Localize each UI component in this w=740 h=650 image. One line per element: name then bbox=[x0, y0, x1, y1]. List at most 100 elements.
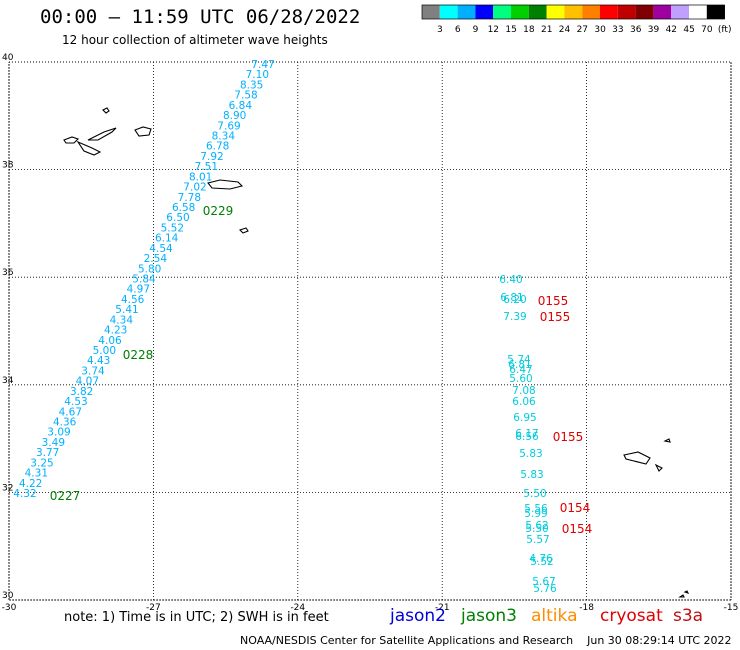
swh-label: 4.06 bbox=[98, 335, 122, 347]
swh-label: 7.51 bbox=[195, 161, 218, 173]
swh-label: 4.36 bbox=[53, 417, 77, 429]
swh-label: 7.92 bbox=[200, 151, 223, 163]
axis-labels: -30 -27 -24 -21 -18 -15 40 38 36 34 32 30 bbox=[2, 53, 739, 613]
colorbar-tick-label: 3 bbox=[437, 25, 443, 35]
island-outline bbox=[683, 590, 690, 594]
swh-label: 5.80 bbox=[138, 263, 161, 275]
colorbar-swatch bbox=[457, 5, 476, 19]
swh-label: 6.50 bbox=[166, 212, 189, 224]
swh-label: 3.09 bbox=[47, 427, 70, 439]
colorbar-tick-label: 21 bbox=[541, 25, 552, 35]
swh-label: 4.76 bbox=[529, 553, 553, 565]
swh-label: 5.50 bbox=[525, 523, 548, 535]
swh-label: 8.35 bbox=[240, 79, 263, 91]
swh-label: 5.00 bbox=[93, 345, 116, 357]
footer-note: note: 1) Time is in UTC; 2) SWH is in fe… bbox=[64, 610, 329, 625]
colorbar-tick-label: 6 bbox=[455, 25, 461, 35]
time-label: 0228 bbox=[123, 348, 154, 362]
time-label: 0227 bbox=[50, 489, 81, 503]
swh-label: 4.34 bbox=[110, 314, 134, 326]
legend-altika: altika bbox=[531, 606, 578, 626]
colorbar-tick-label: 18 bbox=[523, 25, 535, 35]
colorbar-swatch bbox=[671, 5, 689, 19]
swh-label: 5.41 bbox=[115, 304, 138, 316]
swh-label: 4.53 bbox=[64, 396, 87, 408]
colorbar-swatch bbox=[511, 5, 529, 19]
swh-label: 2.54 bbox=[144, 253, 168, 265]
swh-label: 7.58 bbox=[234, 90, 257, 102]
island-outline bbox=[238, 227, 249, 234]
swh-label: 7.10 bbox=[246, 69, 269, 81]
swh-label: 5.52 bbox=[161, 222, 184, 234]
swh-label: 6.56 bbox=[515, 431, 539, 443]
island-outline bbox=[654, 463, 663, 472]
colorbar-swatch bbox=[546, 5, 565, 19]
swh-label: 5.67 bbox=[532, 576, 555, 588]
colorbar-swatch bbox=[528, 5, 547, 19]
legend-s3a: s3a bbox=[673, 606, 704, 626]
swh-label: 7.47 bbox=[251, 59, 274, 71]
colorbar-tick-label: 42 bbox=[666, 25, 677, 35]
colorbar-swatch bbox=[689, 5, 707, 19]
colorbar-tick-label: 39 bbox=[648, 25, 660, 35]
swh-label: 3.82 bbox=[70, 386, 93, 398]
swh-label: 3.74 bbox=[81, 365, 105, 377]
swh-label: 7.78 bbox=[178, 192, 201, 204]
swh-label: 6.17 bbox=[515, 428, 538, 440]
colorbar-tick-label: 36 bbox=[630, 25, 642, 35]
swh-label: 8.34 bbox=[212, 131, 236, 143]
colorbar-swatch bbox=[706, 5, 725, 19]
swh-label: 6.40 bbox=[499, 274, 522, 286]
time-label: 0155 bbox=[553, 430, 584, 444]
swh-label: 6.06 bbox=[512, 396, 536, 408]
island-outline bbox=[623, 451, 651, 465]
swh-label: 4.22 bbox=[19, 478, 42, 490]
legend-cryosat: cryosat bbox=[600, 606, 663, 626]
lat-tick-label: 36 bbox=[2, 268, 14, 278]
legend-jason3: jason3 bbox=[461, 606, 517, 626]
chart-title: 00:00 – 11:59 UTC 06/28/2022 bbox=[40, 6, 361, 28]
colorbar-swatch bbox=[475, 5, 494, 19]
colorbar-swatch bbox=[617, 5, 636, 19]
swh-label: 5.83 bbox=[519, 448, 542, 460]
swh-label: 6.81 bbox=[508, 359, 531, 371]
swh-label: 4.07 bbox=[76, 376, 99, 388]
island-outline bbox=[63, 136, 80, 144]
swh-label: 4.23 bbox=[104, 325, 127, 337]
swh-label: 5.60 bbox=[509, 373, 532, 385]
swh-label: 3.49 bbox=[42, 437, 65, 449]
swh-label: 3.77 bbox=[36, 447, 59, 459]
colorbar-legend: 3 6 9 12 15 18 21 24 27 30 33 36 39 42 45 70 (ft) bbox=[421, 4, 731, 35]
map-grid bbox=[8, 61, 732, 601]
swh-label: 4.54 bbox=[149, 243, 173, 255]
colorbar-swatch bbox=[582, 5, 600, 19]
swh-label: 6.95 bbox=[513, 412, 536, 424]
lat-tick-label: 30 bbox=[2, 591, 14, 601]
swh-label: 5.99 bbox=[524, 508, 547, 520]
wave-height-map: 7.477.108.357.586.848.907.698.346.787.92… bbox=[2, 53, 739, 613]
lat-tick-label: 40 bbox=[2, 53, 14, 63]
colorbar-swatch bbox=[439, 5, 458, 19]
time-label: 0229 bbox=[203, 204, 234, 218]
island-outline bbox=[678, 594, 685, 598]
time-label: 0154 bbox=[562, 522, 593, 536]
swh-label: 7.02 bbox=[183, 182, 206, 194]
swh-label: 5.62 bbox=[525, 520, 548, 532]
island-outline bbox=[76, 140, 102, 156]
swh-label: 5.50 bbox=[523, 488, 546, 500]
island-outline bbox=[663, 438, 671, 443]
island-outline bbox=[102, 107, 110, 114]
colorbar-swatch bbox=[600, 5, 618, 19]
colorbar-tick-label: 30 bbox=[594, 25, 606, 35]
colorbar-tick-label: 45 bbox=[683, 25, 694, 35]
chart-subtitle: 12 hour collection of altimeter wave hei… bbox=[62, 33, 328, 47]
swh-label: 6.78 bbox=[206, 141, 229, 153]
swh-label: 4.67 bbox=[59, 406, 82, 418]
lat-tick-label: 32 bbox=[2, 483, 13, 493]
lon-tick-label: -21 bbox=[435, 603, 450, 613]
swh-label: 4.56 bbox=[121, 294, 145, 306]
swh-label: 3.25 bbox=[30, 457, 53, 469]
swh-label: 5.83 bbox=[520, 469, 543, 481]
swh-label: 6.20 bbox=[503, 294, 526, 306]
swh-label: 6.81 bbox=[500, 292, 523, 304]
